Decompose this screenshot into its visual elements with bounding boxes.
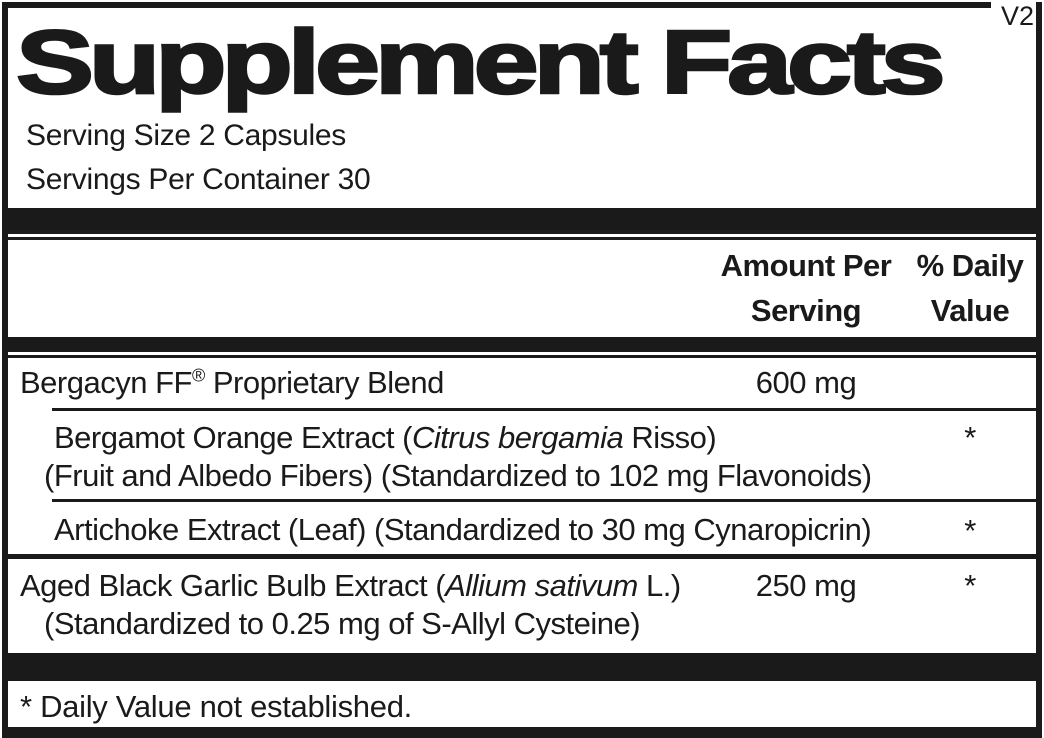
blend-name-suffix: Proprietary Blend: [204, 365, 445, 401]
serving-info: Serving Size 2 Capsules Servings Per Con…: [8, 114, 1036, 202]
ingredient-row-bergamot-orange: Bergamot Orange Extract (Citrus bergamia…: [8, 411, 1036, 499]
ingredient-name-line2: (Fruit and Albedo Fibers) (Standardized …: [44, 457, 872, 493]
ingredient-row-artichoke: Artichoke Extract (Leaf) (Standardized t…: [8, 502, 1036, 554]
ingredient-name-block: Bergamot Orange Extract (Citrus bergamia…: [8, 419, 904, 495]
ingredient-name-line1: Bergamot Orange Extract (Citrus bergamia…: [8, 419, 904, 457]
bergamot-name-post: Risso): [623, 419, 717, 455]
amount-value: 250 mg: [755, 567, 857, 603]
dv-header-line2: Value: [930, 292, 1010, 328]
separator-bar-header: [8, 337, 1036, 353]
version-tag: V2: [990, 0, 1036, 35]
amount-value: 600 mg: [755, 365, 857, 401]
column-headers: Amount Per Serving % Daily Value: [8, 240, 1036, 338]
indented-divider: [52, 407, 1036, 411]
ingredient-name: Artichoke Extract (Leaf) (Standardized t…: [54, 511, 872, 547]
ingredient-name-block: Aged Black Garlic Bulb Extract (Allium s…: [8, 567, 708, 643]
daily-value-cell: *: [964, 419, 976, 455]
page-title: Supplement Facts: [14, 13, 947, 113]
separator-bar-top: [8, 207, 1036, 234]
ingredient-name-line2: (Standardized to 0.25 mg of S-Allyl Cyst…: [44, 605, 641, 641]
garlic-name-pre: Aged Black Garlic Bulb Extract (: [20, 567, 446, 603]
title-block: Supplement Facts: [8, 8, 1036, 114]
ingredient-row-proprietary-blend: Bergacyn FF® Proprietary Blend 600 mg: [8, 358, 1036, 408]
ingredient-name-line1: Aged Black Garlic Bulb Extract (Allium s…: [8, 567, 708, 605]
registered-trademark-symbol: ®: [191, 365, 205, 386]
hairline-rule: [8, 234, 1036, 240]
amount-header-line1: Amount Per: [720, 247, 892, 283]
daily-value-header: % Daily Value: [904, 242, 1036, 338]
ingredient-name: Bergacyn FF® Proprietary Blend: [8, 364, 708, 402]
indented-divider: [52, 498, 1036, 502]
blend-name: Bergacyn FF: [20, 365, 192, 401]
amount-per-serving-header: Amount Per Serving: [708, 242, 904, 338]
garlic-botanical-name: Allium sativum: [445, 567, 638, 603]
ingredient-row-aged-black-garlic: Aged Black Garlic Bulb Extract (Allium s…: [8, 559, 1036, 654]
daily-value-footnote: * Daily Value not established.: [20, 689, 412, 725]
serving-size: Serving Size 2 Capsules: [26, 118, 346, 152]
garlic-name-post: L.): [637, 567, 681, 603]
bergamot-name-pre: Bergamot Orange Extract (: [54, 419, 412, 455]
bergamot-botanical-name: Citrus bergamia: [411, 419, 624, 455]
daily-value-cell: *: [964, 567, 976, 603]
separator-bar-bottom: [8, 653, 1036, 682]
hairline-rule: [8, 352, 1036, 359]
full-width-divider: [8, 553, 1036, 559]
daily-value-cell: *: [964, 512, 976, 548]
servings-per-container: Servings Per Container 30: [26, 162, 371, 196]
dv-header-line1: % Daily: [916, 247, 1024, 283]
amount-header-line2: Serving: [750, 292, 862, 328]
